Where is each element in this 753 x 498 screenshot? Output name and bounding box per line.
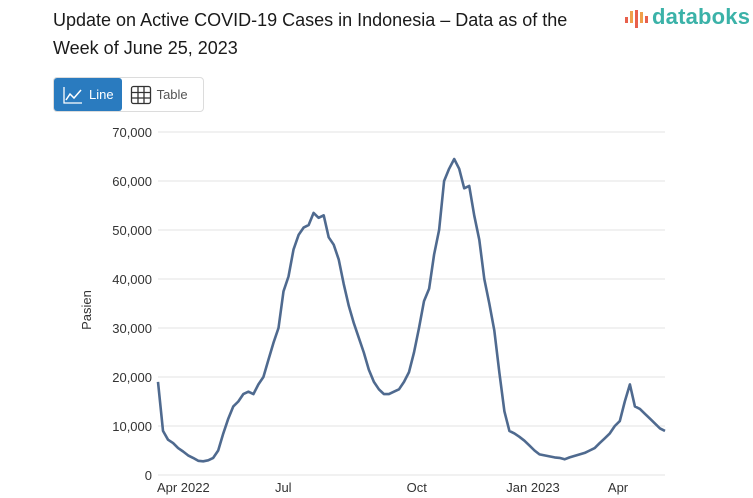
x-tick-label: Oct	[407, 480, 428, 495]
view-toggle: Line Table	[53, 77, 204, 112]
y-axis-label: Pasien	[79, 290, 94, 330]
line-chart-icon	[63, 86, 82, 104]
x-tick-label: Jul	[275, 480, 292, 495]
x-tick-label: Apr	[608, 480, 629, 495]
chart-title: Update on Active COVID-19 Cases in Indon…	[53, 10, 568, 58]
table-view-button[interactable]: Table	[122, 78, 196, 111]
y-tick-label: 50,000	[112, 223, 152, 238]
logo-text: databoks	[652, 4, 751, 29]
y-tick-label: 70,000	[112, 125, 152, 140]
x-tick-label: Apr 2022	[157, 480, 210, 495]
line-label: Line	[89, 87, 114, 102]
y-tick-label: 30,000	[112, 321, 152, 336]
y-tick-label: 10,000	[112, 419, 152, 434]
line-view-button[interactable]: Line	[54, 78, 122, 111]
table-label: Table	[156, 87, 188, 102]
series-line-pasien	[156, 157, 666, 463]
y-tick-label: 40,000	[112, 272, 152, 287]
y-tick-label: 60,000	[112, 174, 152, 189]
databoks-logo: databoks	[625, 4, 750, 30]
logo-bars-icon	[625, 10, 648, 28]
x-tick-label: Jan 2023	[506, 480, 560, 495]
y-tick-label: 20,000	[112, 370, 152, 385]
table-grid-icon	[130, 85, 151, 104]
y-tick-label: 0	[145, 468, 152, 483]
